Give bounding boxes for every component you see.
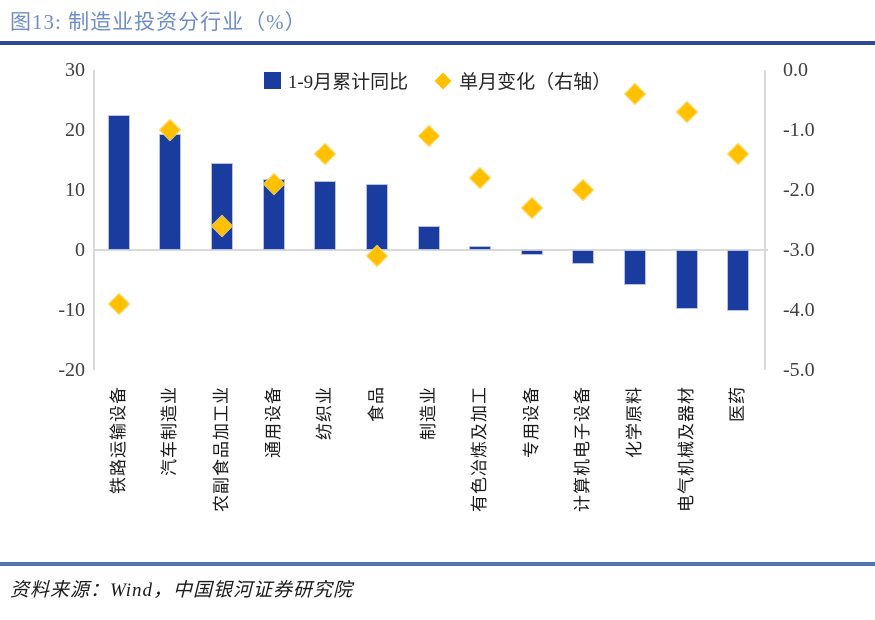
source-note: 资料来源：Wind，中国银河证券研究院: [10, 580, 354, 601]
bar: [675, 250, 698, 309]
x-axis-category-label: 农副食品加工业: [212, 386, 232, 512]
x-axis-category-label: 纺织业: [315, 386, 335, 440]
left-axis-tick-label: 10: [65, 179, 85, 201]
bar: [107, 115, 130, 250]
bar: [469, 246, 492, 250]
x-axis-category-label: 制造业: [418, 386, 438, 440]
bar: [314, 181, 337, 250]
source-divider: [0, 562, 875, 566]
right-axis-tick-label: 0.0: [783, 59, 808, 81]
left-axis-tick-label: -10: [58, 299, 85, 321]
manufacturing-investment-chart: 1-9月累计同比 单月变化（右轴） 30 20 10 0 -10 -20 0.0 -1.0 -2…: [0, 45, 875, 562]
title-divider: [0, 41, 875, 45]
right-axis-tick-label: -4.0: [783, 299, 815, 321]
x-axis-category-label: 化学原料: [624, 386, 644, 458]
left-axis-line: [93, 70, 95, 370]
x-axis-category-label: 专用设备: [521, 386, 541, 458]
x-axis-category-label: 食品: [366, 386, 386, 422]
legend-label-bars: 1-9月累计同比: [287, 72, 409, 93]
x-axis-category-label: 铁路运输设备: [108, 386, 128, 494]
diamond-series-swatch-icon: [434, 72, 452, 89]
right-axis-tick-label: -2.0: [783, 179, 815, 201]
right-axis-tick-label: -3.0: [783, 239, 815, 261]
right-axis-tick-label: -5.0: [783, 359, 815, 381]
left-axis-tick-label: 30: [65, 59, 85, 81]
chart-legend: 1-9月累计同比 单月变化（右轴）: [0, 67, 875, 94]
legend-label-diamonds: 单月变化（右轴）: [459, 72, 612, 93]
left-axis-tick-label: -20: [58, 359, 85, 381]
right-axis-tick-label: -1.0: [783, 119, 815, 141]
legend-item-diamonds: 单月变化（右轴）: [434, 67, 611, 94]
bar: [727, 250, 750, 311]
bar: [520, 250, 543, 256]
bar: [572, 250, 595, 265]
legend-item-bars: 1-9月累计同比: [263, 67, 409, 94]
zero-gridline: [93, 249, 768, 251]
bar: [417, 226, 440, 250]
diamond-marker: [107, 292, 131, 316]
left-axis-tick-label: 20: [65, 119, 85, 141]
x-axis-category-label: 通用设备: [263, 386, 283, 458]
bar-series-swatch-icon: [263, 72, 281, 89]
diamond-marker: [675, 100, 698, 124]
bar: [365, 184, 388, 250]
bar: [159, 133, 182, 250]
x-axis-category-label: 电气机械及器材: [676, 386, 696, 512]
diamond-marker: [726, 142, 750, 166]
x-axis-category-label: 有色冶炼及加工: [470, 386, 490, 512]
diamond-marker: [572, 178, 595, 202]
x-axis-category-label: 计算机电子设备: [573, 386, 593, 512]
x-axis-category-label: 医药: [728, 386, 748, 422]
diamond-marker: [520, 196, 544, 220]
diamond-marker: [313, 142, 337, 166]
left-axis-tick-label: 0: [75, 239, 85, 261]
diamond-marker: [417, 124, 440, 148]
bar: [211, 163, 234, 250]
figure-title: 图13: 制造业投资分行业（%）: [10, 10, 307, 34]
bar: [623, 250, 646, 285]
x-axis-category-label: 汽车制造业: [160, 386, 180, 476]
diamond-marker: [468, 166, 492, 190]
right-axis-line: [764, 70, 766, 370]
